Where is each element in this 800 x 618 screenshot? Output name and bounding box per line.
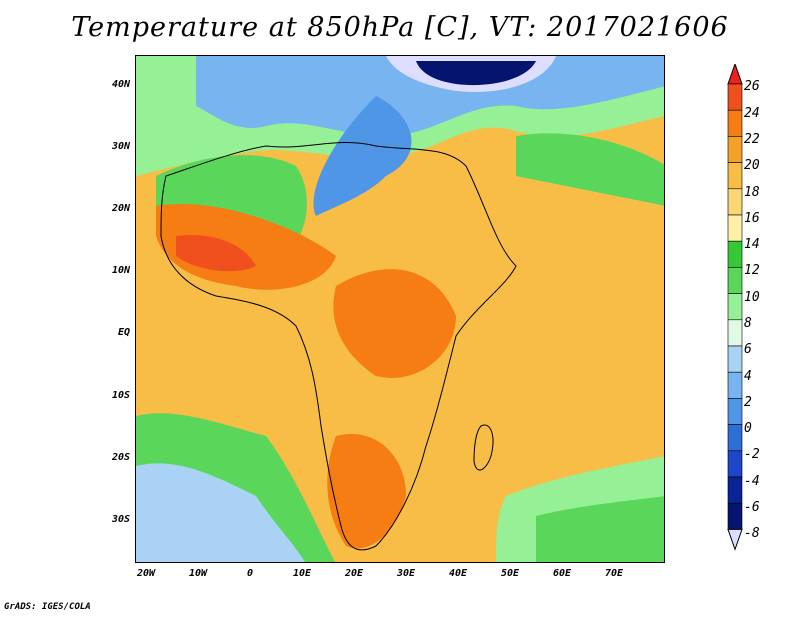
colorbar-box <box>727 319 743 347</box>
lat-label: 20S <box>111 452 130 463</box>
colorbar-box <box>727 345 743 373</box>
colorbar-label: 26 <box>744 79 760 94</box>
map-title: Temperature at 850hPa [C], VT: 201702160… <box>71 12 729 43</box>
region-cold-north <box>196 56 664 136</box>
lon-label: 10W <box>188 568 208 579</box>
colorbar-box <box>727 267 743 294</box>
colorbar-label: -8 <box>744 526 760 541</box>
lon-label: 70E <box>604 568 624 579</box>
lat-label: 30N <box>111 141 130 152</box>
colorbar-box <box>727 450 743 478</box>
colorbar-label: 10 <box>744 290 760 305</box>
lat-label: EQ <box>117 327 130 338</box>
region-southern-africa <box>327 434 406 549</box>
colorbar-box <box>727 398 743 425</box>
lon-label: 50E <box>500 568 520 579</box>
colorbar-box <box>727 424 743 452</box>
lon-label: 60E <box>552 568 572 579</box>
colorbar-label: -6 <box>744 500 760 515</box>
colorbar-label: -2 <box>744 447 760 462</box>
colorbar <box>727 64 743 551</box>
colorbar-label: 22 <box>744 132 760 147</box>
colorbar-box <box>727 502 743 530</box>
colorbar-box <box>727 476 743 504</box>
region-arabia <box>516 133 664 206</box>
colorbar-box <box>727 162 743 190</box>
temperature-map <box>135 55 665 563</box>
credit-text: GrADS: IGES/COLA <box>4 602 91 612</box>
colorbar-label: 24 <box>744 106 760 121</box>
lon-label: 20E <box>344 568 364 579</box>
colorbar-arrow-top <box>727 64 743 85</box>
colorbar-label: 18 <box>744 185 760 200</box>
colorbar-boxes <box>727 64 743 551</box>
lat-label: 20N <box>111 203 130 214</box>
region-west-africa-hot <box>176 235 256 272</box>
colorbar-box <box>727 371 743 399</box>
lon-label: 40E <box>448 568 468 579</box>
colorbar-label: 6 <box>744 342 752 357</box>
region-west-africa-warm <box>156 204 336 290</box>
colorbar-box <box>727 109 743 137</box>
africa-outline <box>160 141 517 551</box>
region-central-africa <box>333 269 456 378</box>
lat-label: 40N <box>111 79 130 90</box>
colorbar-label: 4 <box>744 369 752 384</box>
region-coldest-core <box>416 61 536 86</box>
lon-label: 20W <box>136 568 156 579</box>
colorbar-box <box>727 214 743 242</box>
colorbar-arrow-bottom <box>727 528 743 551</box>
colorbar-box <box>727 136 743 163</box>
colorbar-label: 16 <box>744 211 760 226</box>
colorbar-box <box>727 83 743 111</box>
lat-label: 30S <box>111 514 130 525</box>
colorbar-label: 20 <box>744 158 760 173</box>
colorbar-box <box>727 293 743 321</box>
madagascar-outline <box>473 424 494 471</box>
region-south-atlantic-cold <box>136 463 305 562</box>
colorbar-label: 12 <box>744 263 760 278</box>
lat-label: 10S <box>111 390 130 401</box>
colorbar-box <box>727 240 743 268</box>
colorbar-label: -4 <box>744 474 760 489</box>
colorbar-box <box>727 188 743 216</box>
region-indian-ocean-south-cool <box>536 496 664 562</box>
region-cold-libya <box>313 96 412 216</box>
colorbar-label: 14 <box>744 237 760 252</box>
lat-label: 10N <box>111 265 130 276</box>
lon-label: 30E <box>396 568 416 579</box>
colorbar-label: 2 <box>744 395 752 410</box>
colorbar-label: 8 <box>744 316 752 331</box>
colorbar-label: 0 <box>744 421 752 436</box>
lon-label: 10E <box>292 568 312 579</box>
map-canvas <box>136 56 664 562</box>
lon-label: 0 <box>246 568 254 579</box>
